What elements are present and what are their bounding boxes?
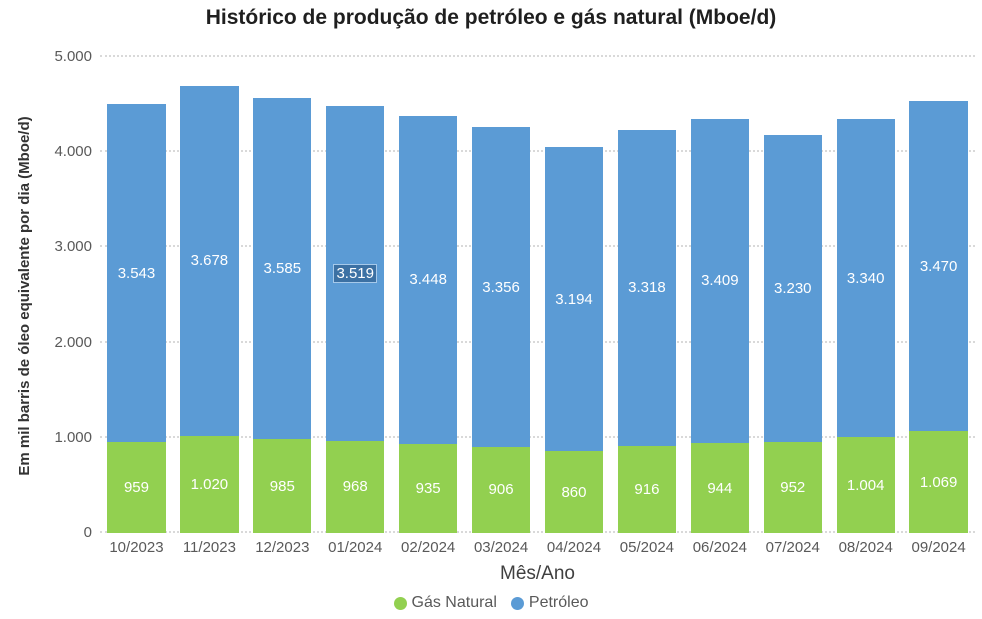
bar-column: 3.356 906 <box>465 57 538 533</box>
chart-title: Histórico de produção de petróleo e gás … <box>205 6 777 29</box>
x-axis-tick-labels: 10/2023 11/2023 12/2023 01/2024 02/2024 03/20… <box>100 539 975 556</box>
gridline-1.000 <box>100 435 975 438</box>
bar-segment-gas-natural: 906 <box>471 446 531 533</box>
gridline-3.000 <box>100 245 975 248</box>
bar-segment-gas-natural: 1.069 <box>909 431 968 533</box>
bar-column: 3.194 860 <box>538 57 611 533</box>
bar-column: 3.340 1.004 <box>829 57 902 533</box>
bar-value-label: 3.448 <box>409 271 447 289</box>
y-axis-tick-labels: 5.000 4.000 3.000 2.000 1.000 0 <box>0 48 92 541</box>
x-tick-label: 08/2024 <box>838 539 893 556</box>
plot-area: 3.543 959 3.678 1.020 3.585 985 3.519 968 3.448 9… <box>100 55 975 533</box>
bar-segment-gas-natural: 916 <box>617 445 677 533</box>
bar-value-label: 3.409 <box>701 272 739 290</box>
bar-segment-petroleo: 3.356 <box>471 127 531 447</box>
bar-value-label: 3.470 <box>919 257 958 275</box>
bar-value-label: 3.585 <box>263 260 302 278</box>
bar-column: 3.409 944 <box>683 57 756 533</box>
bar-value-label: 952 <box>780 479 806 497</box>
legend-item-gas-natural: Gás Natural <box>393 594 497 612</box>
x-tick-label: 03/2024 <box>473 539 529 556</box>
y-tick-label: 4.000 <box>54 143 92 161</box>
bar-value-label: 985 <box>269 477 295 495</box>
bar-segment-petroleo: 3.470 <box>909 100 968 432</box>
bar-column: 3.678 1.020 <box>173 57 246 533</box>
bar-segment-petroleo: 3.230 <box>763 134 822 443</box>
bar-value-label: 3.519 <box>334 264 376 282</box>
bar-column: 3.543 959 <box>100 57 173 533</box>
bar-value-label: 3.356 <box>482 278 520 296</box>
gridline-2.000 <box>100 340 975 343</box>
bar-column: 3.448 935 <box>392 57 465 533</box>
bar-segment-petroleo: 3.194 <box>544 147 604 452</box>
bar-segment-petroleo: 3.543 <box>107 104 166 442</box>
bar-column: 3.230 952 <box>756 57 829 533</box>
bar-value-label: 1.020 <box>190 475 229 493</box>
x-tick-label: 02/2024 <box>401 539 456 556</box>
bar-value-label: 906 <box>488 481 514 499</box>
x-tick-label: 07/2024 <box>765 539 820 556</box>
bar-segment-gas-natural: 935 <box>398 444 458 533</box>
legend: Gás Natural Petróleo <box>0 594 982 612</box>
bar-column: 3.519 968 <box>319 57 392 533</box>
x-tick-label: 12/2023 <box>255 539 310 556</box>
bar-value-label: 860 <box>561 483 587 501</box>
bar-value-label: 3.318 <box>628 279 666 297</box>
bar-segment-gas-natural: 944 <box>690 443 749 533</box>
bar-segment-gas-natural: 959 <box>107 441 166 533</box>
petroleo-legend-marker-icon <box>510 596 524 610</box>
bar-column: 3.585 985 <box>246 57 319 533</box>
bar-segment-gas-natural: 1.004 <box>836 437 895 533</box>
bar-segment-petroleo: 3.318 <box>617 129 677 446</box>
bar-value-label: 968 <box>342 478 368 496</box>
bar-segment-gas-natural: 1.020 <box>180 435 239 533</box>
legend-item-petroleo: Petróleo <box>510 594 589 612</box>
bar-value-label: 3.678 <box>190 252 229 270</box>
x-tick-label: 06/2024 <box>692 539 747 556</box>
x-tick-label: 04/2024 <box>546 539 602 556</box>
bar-segment-petroleo: 3.585 <box>253 97 312 440</box>
gridline-5.000 <box>100 55 975 57</box>
legend-label-petroleo: Petróleo <box>528 594 589 611</box>
x-tick-label: 09/2024 <box>911 539 966 556</box>
y-tick-label: 0 <box>83 524 92 541</box>
gridline-0 <box>100 531 975 533</box>
bar-value-label: 944 <box>707 479 733 497</box>
bar-value-label: 916 <box>634 480 660 498</box>
bar-segment-petroleo: 3.519 <box>326 105 385 441</box>
bar-segment-petroleo: 3.409 <box>690 118 749 444</box>
bar-column: 3.318 916 <box>610 57 683 533</box>
bar-value-label: 935 <box>415 480 441 497</box>
bar-value-label: 3.230 <box>773 280 812 298</box>
x-tick-label: 05/2024 <box>619 539 675 556</box>
bar-value-label: 3.340 <box>846 269 885 287</box>
bar-column: 3.470 1.069 <box>902 57 975 533</box>
bar-value-label: 1.069 <box>919 473 958 491</box>
y-tick-label: 3.000 <box>54 238 92 256</box>
x-axis-title: Mês/Ano <box>500 563 575 584</box>
legend-label-gas-natural: Gás Natural <box>411 594 497 611</box>
y-tick-label: 2.000 <box>54 333 92 351</box>
bar-segment-petroleo: 3.448 <box>398 115 458 444</box>
bar-segment-gas-natural: 952 <box>763 442 822 533</box>
bar-value-label: 3.194 <box>555 290 593 308</box>
gridline-4.000 <box>100 150 975 153</box>
bar-series: 3.543 959 3.678 1.020 3.585 985 3.519 968 3.448 9… <box>100 57 975 533</box>
x-tick-label: 10/2023 <box>109 539 164 556</box>
gas-natural-legend-marker-icon <box>393 596 407 610</box>
bar-segment-gas-natural: 968 <box>326 440 385 533</box>
bar-value-label: 1.004 <box>846 476 885 494</box>
bar-segment-petroleo: 3.340 <box>836 119 895 438</box>
y-tick-label: 1.000 <box>54 428 92 446</box>
x-tick-label: 01/2024 <box>328 539 383 556</box>
x-tick-label: 11/2023 <box>182 539 236 556</box>
y-tick-label: 5.000 <box>54 48 92 65</box>
bar-segment-petroleo: 3.678 <box>180 85 239 436</box>
bar-segment-gas-natural: 985 <box>253 439 312 533</box>
bar-value-label: 3.543 <box>117 264 156 282</box>
bar-value-label: 959 <box>123 478 149 496</box>
bar-segment-gas-natural: 860 <box>544 451 604 533</box>
